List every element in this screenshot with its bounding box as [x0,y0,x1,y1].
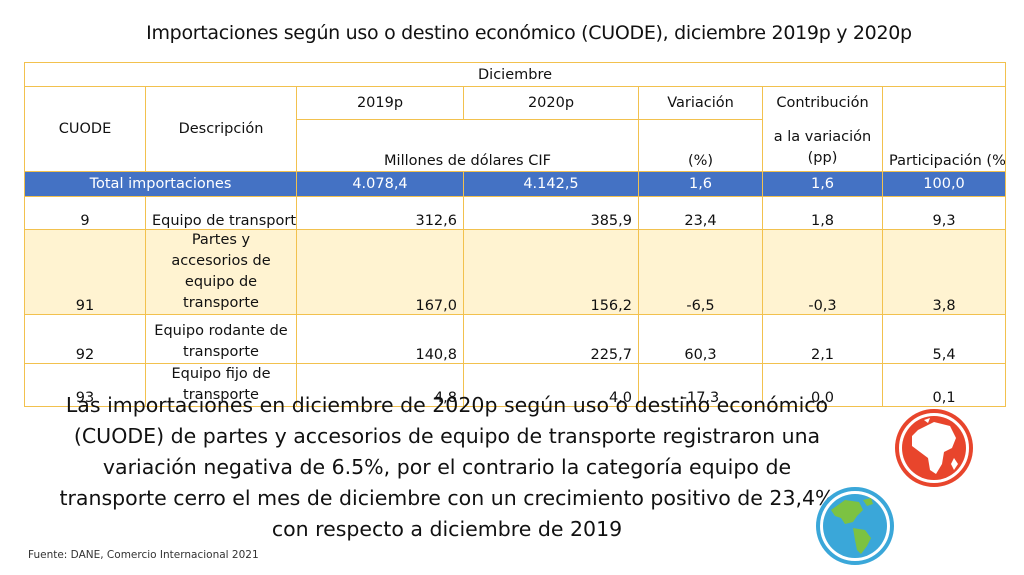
globe-africa-icon [895,409,973,487]
period-header: Diciembre [23,62,1007,87]
header-contrib-sub: a la variación (pp) [762,119,883,172]
total-participacion: 100,0 [881,171,1007,197]
cell-2019: 167,0 [296,229,464,315]
cell-participacion: 0,1 [881,363,1007,407]
cell-variacion: -6,5 [638,229,763,315]
cell-contribucion: 2,1 [762,314,883,364]
table-row: 92 Equipo rodante de transporte 140,8 22… [24,314,1007,364]
cell-variacion: 60,3 [638,314,763,364]
table-row: 91 Partes y accesorios de equipo de tran… [24,229,1007,315]
cell-variacion: 23,4 [638,196,763,230]
header-cuode: CUODE [24,86,146,172]
cell-contribucion: 1,8 [762,196,883,230]
cell-cuode: 91 [24,229,146,315]
cell-cuode: 92 [24,314,146,364]
table-row: 93 Equipo fijo de transporte 4,8 4,0 -17… [24,363,1007,407]
total-2020: 4.142,5 [463,171,639,197]
header-2019: 2019p [296,86,464,120]
total-variacion: 1,6 [638,171,763,197]
globe-americas-icon [816,487,894,565]
cell-participacion: 3,8 [881,229,1007,315]
table-row: 9 Equipo de transporte 312,6 385,9 23,4 … [24,196,1007,230]
cell-2020: 4,0 [463,363,639,407]
cell-2020: 156,2 [463,229,639,315]
total-contribucion: 1,6 [762,171,883,197]
imports-table: Diciembre CUODE Descripción 2019p 2020p … [23,62,1007,407]
cell-descripcion: Equipo fijo de transporte [145,363,297,407]
period-header-row: Diciembre [23,62,1007,87]
narrative-text: Las importaciones en diciembre de 2020p … [59,393,835,541]
cell-2019: 312,6 [296,196,464,230]
cell-participacion: 5,4 [881,314,1007,364]
cell-descripcion: Equipo de transporte [145,196,297,230]
header-descripcion: Descripción [145,86,297,172]
cell-descripcion: Equipo rodante de transporte [145,314,297,364]
page-title: Importaciones según uso o destino económ… [146,22,912,44]
header-unit-pct: (%) [638,119,763,172]
cell-variacion: -17,3 [638,363,763,407]
cell-participacion: 9,3 [881,196,1007,230]
cell-contribucion: 0,0 [762,363,883,407]
cell-2020: 225,7 [463,314,639,364]
cell-2019: 140,8 [296,314,464,364]
header-participacion: Participación (%) [881,86,1007,172]
cell-cuode: 9 [24,196,146,230]
header-contribucion: Contribución [762,86,883,120]
cell-descripcion: Partes y accesorios de equipo de transpo… [145,229,297,315]
column-header-row: CUODE Descripción 2019p 2020p Variación … [24,86,1007,172]
source-note: Fuente: DANE, Comercio Internacional 202… [28,549,259,561]
header-2020: 2020p [463,86,639,120]
total-2019: 4.078,4 [296,171,464,197]
header-variacion: Variación [638,86,763,120]
total-row: Total importaciones 4.078,4 4.142,5 1,6 … [24,171,1007,197]
total-label: Total importaciones [24,171,297,197]
cell-2019: 4,8 [296,363,464,407]
cell-contribucion: -0,3 [762,229,883,315]
header-unit-millones: Millones de dólares CIF [296,119,639,172]
cell-2020: 385,9 [463,196,639,230]
